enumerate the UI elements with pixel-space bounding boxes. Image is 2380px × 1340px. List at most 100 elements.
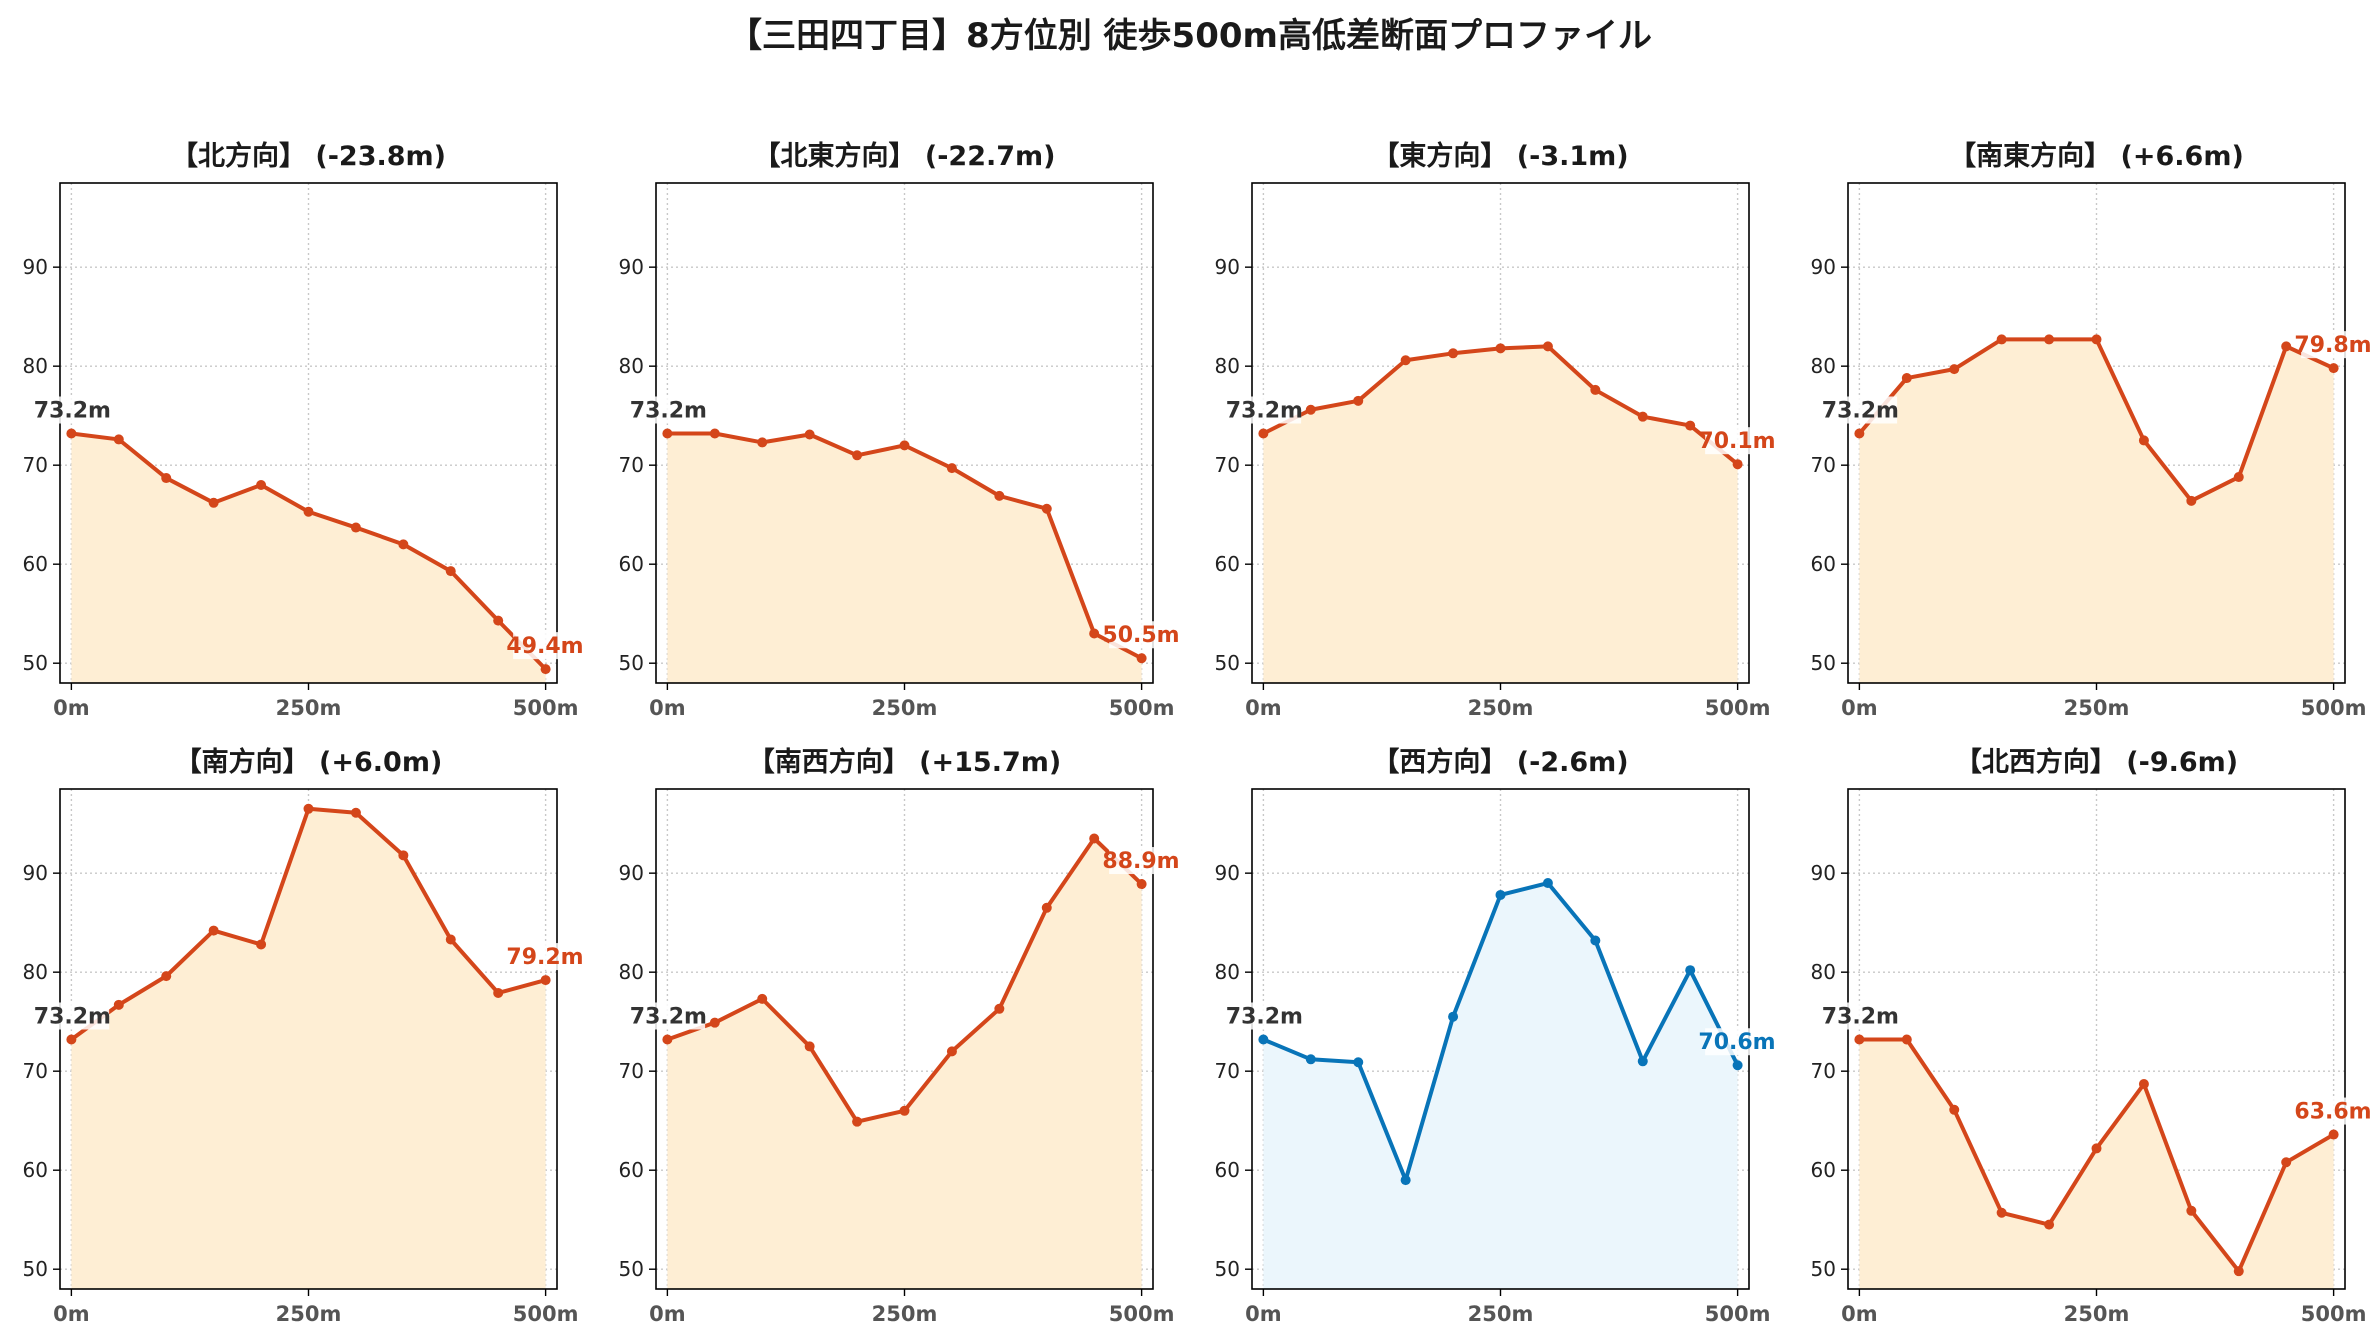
x-tick-label: 500m: [2301, 696, 2367, 720]
start-label: 73.2m: [1822, 1004, 1899, 1029]
y-tick-label: 80: [23, 960, 48, 984]
data-point: [2186, 495, 2197, 506]
data-point: [1685, 965, 1696, 976]
start-label-bg: [35, 396, 110, 424]
data-point: [1448, 1011, 1459, 1022]
y-tick-label: 60: [23, 1158, 48, 1182]
chart-panel-5: 【南西方向】 (+15.7m) 50 60 70 80 90 0m 250m 500m 73.2m…: [619, 746, 1183, 1326]
y-tick-label: 60: [619, 1158, 644, 1182]
x-tick-label: 500m: [1109, 696, 1175, 720]
area-fill: [1263, 346, 1738, 683]
end-label-bg: [513, 632, 587, 660]
x-tick-label: 250m: [872, 696, 938, 720]
y-tick-label: 50: [619, 651, 644, 675]
area-fill: [71, 433, 546, 683]
data-point: [1901, 1034, 1912, 1045]
end-label: 63.6m: [2294, 1100, 2371, 1125]
data-point: [1949, 364, 1960, 375]
x-tick-label: 250m: [2064, 696, 2130, 720]
data-point: [1089, 833, 1100, 844]
data-point: [66, 428, 77, 439]
y-tick-label: 70: [1215, 1059, 1240, 1083]
x-tick-label: 0m: [1245, 696, 1282, 720]
area-fill: [667, 433, 1142, 683]
y-tick-label: 50: [1215, 651, 1240, 675]
data-point: [2138, 1079, 2149, 1090]
start-label: 73.2m: [630, 1004, 707, 1029]
start-label-bg: [1227, 1002, 1302, 1030]
data-point: [113, 999, 124, 1010]
x-tick-label: 250m: [276, 696, 342, 720]
y-tick-label: 60: [1811, 1158, 1836, 1182]
end-label: 70.1m: [1698, 429, 1775, 454]
panel-title: 【東方向】 (-3.1m): [1372, 140, 1628, 172]
data-point: [540, 975, 551, 986]
data-point: [709, 1017, 720, 1028]
y-tick-label: 80: [619, 960, 644, 984]
data-point: [757, 437, 768, 448]
data-point: [662, 428, 673, 439]
end-label: 49.4m: [506, 634, 583, 659]
y-tick-label: 70: [1811, 453, 1836, 477]
data-point: [2044, 1219, 2055, 1230]
data-point: [1732, 459, 1743, 470]
end-label-bg: [1109, 847, 1183, 875]
data-point: [1495, 889, 1506, 900]
data-point: [161, 971, 172, 982]
data-point: [662, 1034, 673, 1045]
data-point: [994, 1003, 1005, 1014]
data-point: [2281, 1157, 2292, 1168]
data-point: [2044, 334, 2055, 345]
start-label-bg: [1823, 396, 1898, 424]
chart-panel-0: 【北方向】 (-23.8m) 50 60 70 80 90 0m 250m 500m 73.2m 4…: [23, 140, 587, 720]
area-fill: [71, 808, 546, 1289]
panel-title: 【北西方向】 (-9.6m): [1955, 746, 2238, 778]
data-point: [350, 522, 361, 533]
data-point: [1448, 348, 1459, 359]
x-tick-label: 250m: [276, 1302, 342, 1326]
y-tick-label: 80: [23, 354, 48, 378]
x-tick-label: 500m: [513, 1302, 579, 1326]
data-point: [1353, 395, 1364, 406]
x-tick-label: 0m: [53, 696, 90, 720]
x-tick-label: 250m: [1468, 1302, 1534, 1326]
y-tick-label: 50: [1811, 651, 1836, 675]
data-point: [1685, 420, 1696, 431]
data-point: [1732, 1060, 1743, 1071]
start-label: 73.2m: [1226, 1004, 1303, 1029]
data-point: [256, 939, 267, 950]
y-tick-label: 60: [619, 552, 644, 576]
area-fill: [1263, 883, 1738, 1289]
panel-title: 【南東方向】 (+6.6m): [1949, 140, 2244, 172]
end-label: 50.5m: [1102, 623, 1179, 648]
start-label-bg: [35, 1002, 110, 1030]
end-label-bg: [1705, 427, 1779, 455]
end-label: 70.6m: [1698, 1030, 1775, 1055]
chart-panel-2: 【東方向】 (-3.1m) 50 60 70 80 90 0m 250m 500m 73.2m 70…: [1215, 140, 1779, 720]
data-point: [350, 807, 361, 818]
y-tick-label: 50: [1215, 1257, 1240, 1281]
x-tick-label: 0m: [649, 696, 686, 720]
data-point: [493, 987, 504, 998]
y-tick-label: 90: [23, 255, 48, 279]
y-tick-label: 90: [1811, 861, 1836, 885]
start-label-bg: [1823, 1002, 1898, 1030]
data-point: [852, 1116, 863, 1127]
data-point: [1400, 355, 1411, 366]
data-point: [1542, 341, 1553, 352]
y-tick-label: 70: [23, 1059, 48, 1083]
chart-panel-4: 【南方向】 (+6.0m) 50 60 70 80 90 0m 250m 500m 73.2m 79…: [23, 746, 587, 1326]
x-tick-label: 0m: [649, 1302, 686, 1326]
data-point: [2091, 1143, 2102, 1154]
data-point: [1136, 879, 1147, 890]
x-tick-label: 250m: [1468, 696, 1534, 720]
data-point: [398, 539, 409, 550]
y-tick-label: 70: [1215, 453, 1240, 477]
end-label: 79.8m: [2294, 333, 2371, 358]
x-tick-label: 500m: [1109, 1302, 1175, 1326]
data-point: [804, 429, 815, 440]
end-label-bg: [1109, 621, 1183, 649]
x-tick-label: 0m: [53, 1302, 90, 1326]
data-point: [2233, 1266, 2244, 1277]
chart-panel-7: 【北西方向】 (-9.6m) 50 60 70 80 90 0m 250m 500m 73.2m 6…: [1811, 746, 2375, 1326]
